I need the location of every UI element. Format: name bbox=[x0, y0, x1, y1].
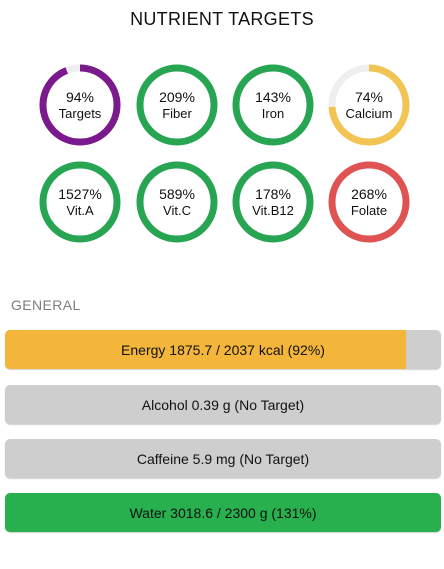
ring-folate[interactable]: 268% Folate bbox=[327, 160, 411, 244]
ring-vit-b12-label: Vit.B12 bbox=[252, 202, 294, 218]
energy-bar-fill bbox=[5, 330, 407, 369]
ring-vit-b12[interactable]: 178% Vit.B12 bbox=[231, 160, 315, 244]
nutrient-rings-grid: 94% Targets 209% Fiber 143% Iron 74% Cal… bbox=[0, 63, 444, 263]
ring-vit-c-gauge bbox=[136, 161, 218, 243]
ring-iron-label: Iron bbox=[261, 105, 285, 121]
ring-folate-percent: 268% bbox=[351, 185, 387, 202]
ring-vit-a[interactable]: 1527% Vit.A bbox=[38, 160, 122, 244]
ring-iron-gauge bbox=[232, 64, 314, 146]
ring-fiber-percent: 209% bbox=[159, 88, 195, 105]
ring-vit-c-label: Vit.C bbox=[163, 202, 191, 218]
ring-fiber[interactable]: 209% Fiber bbox=[135, 63, 219, 147]
energy-bar-label: Energy 1875.7 / 2037 kcal (92%) bbox=[121, 341, 325, 358]
water-bar-fill bbox=[5, 493, 441, 532]
ring-folate-gauge bbox=[328, 161, 410, 243]
water-bar-label: Water 3018.6 / 2300 g (131%) bbox=[129, 504, 317, 521]
ring-fiber-label: Fiber bbox=[162, 105, 192, 121]
ring-iron[interactable]: 143% Iron bbox=[231, 63, 315, 147]
general-section-header: GENERAL bbox=[11, 297, 81, 313]
ring-fiber-gauge bbox=[136, 64, 218, 146]
page-title: NUTRIENT TARGETS bbox=[130, 9, 314, 29]
ring-vit-b12-gauge bbox=[232, 161, 314, 243]
alcohol-bar-label: Alcohol 0.39 g (No Target) bbox=[141, 396, 305, 413]
caffeine-bar[interactable]: Caffeine 5.9 mg (No Target) bbox=[5, 439, 441, 478]
ring-vit-c-percent: 589% bbox=[159, 185, 195, 202]
ring-targets-percent: 94% bbox=[65, 88, 95, 105]
ring-iron-percent: 143% bbox=[255, 88, 291, 105]
energy-bar[interactable]: Energy 1875.7 / 2037 kcal (92%) bbox=[5, 330, 441, 369]
ring-vit-c[interactable]: 589% Vit.C bbox=[135, 160, 219, 244]
ring-calcium[interactable]: 74% Calcium bbox=[327, 63, 411, 147]
ring-calcium-gauge bbox=[328, 64, 410, 146]
ring-targets-gauge bbox=[39, 64, 121, 146]
ring-targets-label: Targets bbox=[58, 105, 102, 121]
ring-folate-label: Folate bbox=[350, 202, 388, 218]
ring-calcium-label: Calcium bbox=[345, 105, 393, 121]
ring-vit-a-label: Vit.A bbox=[66, 202, 94, 218]
ring-targets[interactable]: 94% Targets bbox=[38, 63, 122, 147]
ring-vit-b12-percent: 178% bbox=[255, 185, 291, 202]
ring-vit-a-percent: 1527% bbox=[58, 185, 102, 202]
water-bar[interactable]: Water 3018.6 / 2300 g (131%) bbox=[5, 493, 441, 532]
ring-calcium-percent: 74% bbox=[354, 88, 384, 105]
alcohol-bar[interactable]: Alcohol 0.39 g (No Target) bbox=[5, 385, 441, 424]
ring-vit-a-gauge bbox=[39, 161, 121, 243]
caffeine-bar-label: Caffeine 5.9 mg (No Target) bbox=[136, 450, 310, 467]
